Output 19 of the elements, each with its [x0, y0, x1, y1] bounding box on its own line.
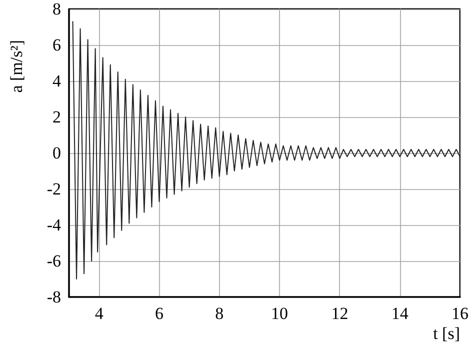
y-tick-label: -6 — [46, 252, 61, 270]
y-tick-label: 8 — [52, 0, 61, 18]
x-tick-label: 8 — [215, 304, 224, 323]
y-tick-label: -2 — [46, 180, 61, 198]
x-axis-title: t [s] — [433, 324, 460, 343]
y-tick-label: -4 — [46, 216, 62, 234]
y-tick-label: -8 — [46, 288, 61, 306]
y-axis-title: a [m/s²] — [7, 40, 26, 93]
y-tick-label: 6 — [52, 36, 61, 54]
x-tick-label: 4 — [94, 304, 104, 323]
x-tick-label: 12 — [331, 304, 348, 323]
x-tick-label: 16 — [452, 304, 468, 323]
x-tick-label: 14 — [391, 304, 409, 323]
x-tick-label: 6 — [154, 304, 164, 323]
y-tick-label: 4 — [52, 72, 62, 90]
y-tick-label: 2 — [52, 108, 61, 126]
x-tick-label: 10 — [271, 304, 288, 323]
line-series — [72, 21, 460, 280]
y-tick-label: 0 — [52, 144, 61, 162]
